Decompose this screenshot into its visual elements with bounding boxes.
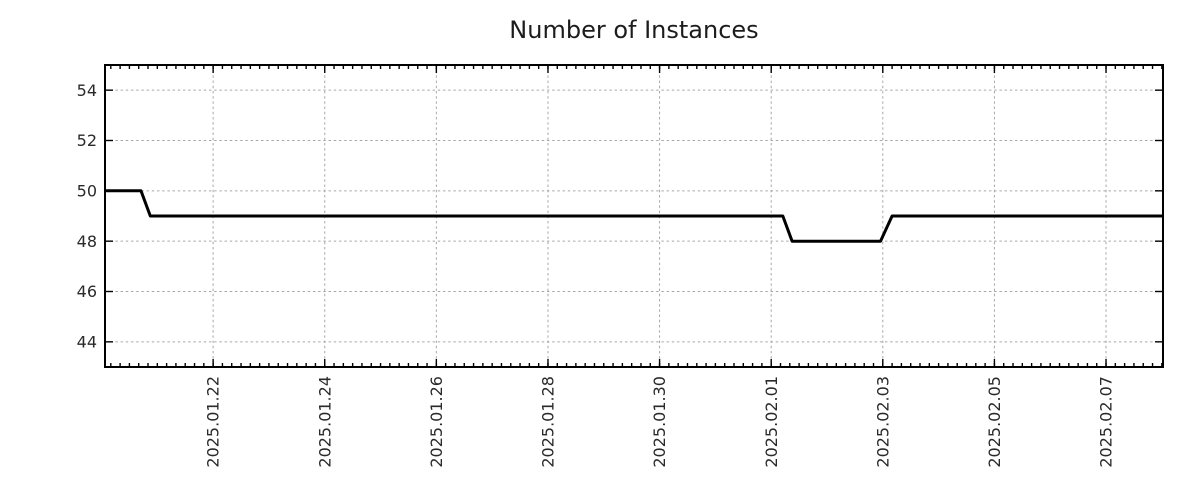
x-tick-label: 2025.01.22 xyxy=(204,376,223,468)
y-tick-label: 48 xyxy=(77,232,97,251)
y-tick-label: 46 xyxy=(77,282,97,301)
x-tick-label: 2025.02.03 xyxy=(873,376,892,468)
y-tick-label: 54 xyxy=(77,81,97,100)
y-tick-label: 50 xyxy=(77,181,97,200)
x-tick-label: 2025.01.28 xyxy=(539,376,558,468)
chart-title: Number of Instances xyxy=(509,16,759,44)
x-tick-label: 2025.02.07 xyxy=(1097,376,1116,468)
x-tick-label: 2025.01.26 xyxy=(427,376,446,468)
x-tick-label: 2025.01.24 xyxy=(315,376,334,468)
x-tick-label: 2025.02.05 xyxy=(985,376,1004,468)
y-tick-label: 52 xyxy=(77,131,97,150)
series-line xyxy=(105,189,1163,243)
y-tick-label: 44 xyxy=(77,332,97,351)
x-tick-label: 2025.01.30 xyxy=(650,376,669,468)
x-tick-label: 2025.02.01 xyxy=(762,376,781,468)
plot-border xyxy=(104,64,1164,368)
